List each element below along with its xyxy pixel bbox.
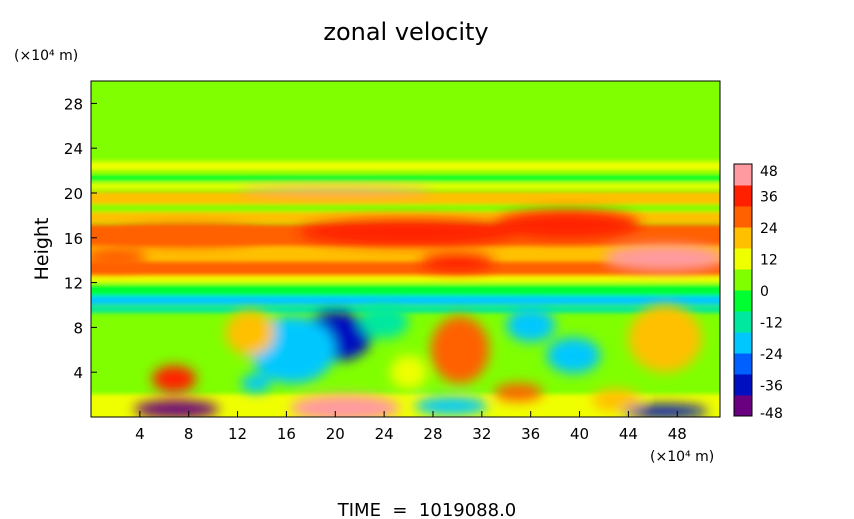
x-tick-label: 12	[228, 425, 247, 443]
colorbar-swatch	[734, 290, 752, 312]
x-tick-label: 36	[521, 425, 540, 443]
x-tick-label: 44	[619, 425, 638, 443]
y-axis-unit: (×10⁴ m)	[14, 48, 78, 64]
colorbar-tick-label: -24	[760, 347, 783, 363]
heatmap-cell	[390, 355, 427, 390]
colorbar-swatch	[734, 311, 752, 333]
y-tick-label: 20	[64, 185, 83, 203]
colorbar-swatch	[734, 332, 752, 354]
colorbar	[734, 164, 752, 417]
x-tick-label: 8	[184, 425, 194, 443]
heatmap-band	[91, 204, 720, 214]
x-tick-label: 48	[668, 425, 687, 443]
colorbar-swatch	[734, 248, 752, 270]
y-tick-label: 28	[64, 95, 83, 113]
heatmap-cell	[494, 383, 543, 402]
colorbar-ticks: 48 36 24 12 0 -12 -24 -36 -48	[760, 164, 783, 422]
chart-title: zonal velocity	[323, 18, 488, 46]
heatmap-band	[91, 175, 720, 182]
colorbar-tick-label: 12	[760, 253, 778, 269]
heatmap-band	[91, 284, 720, 297]
y-tick-label: 24	[64, 140, 83, 158]
time-footer: TIME = 1019088.0	[337, 500, 517, 519]
heatmap-cell	[115, 224, 262, 247]
x-tick-label: 32	[472, 425, 491, 443]
x-axis-unit: (×10⁴ m)	[650, 449, 714, 465]
heatmap-cell	[628, 305, 702, 373]
heatmap-cells	[91, 186, 720, 417]
heatmap-band	[91, 306, 720, 313]
colorbar-tick-label: -48	[760, 406, 783, 422]
heatmap-band	[91, 161, 720, 171]
heatmap-cell	[225, 310, 275, 356]
heatmap-cell	[506, 308, 556, 342]
colorbar-swatch	[734, 164, 752, 186]
heatmap-cell	[420, 253, 495, 272]
colorbar-tick-label: -12	[760, 316, 783, 332]
plot-frame	[90, 80, 721, 418]
heatmap-band	[91, 183, 720, 190]
heatmap-cell	[622, 404, 708, 417]
heatmap-cell	[414, 396, 488, 415]
y-tick-label: 12	[64, 275, 83, 293]
x-tick-label: 24	[375, 425, 394, 443]
y-axis-label: Height	[31, 218, 53, 281]
heatmap-cell	[237, 186, 433, 195]
x-tick-label: 40	[570, 425, 589, 443]
heatmap-cell	[430, 316, 490, 384]
heatmap-cell	[591, 389, 641, 412]
heatmap-cell	[298, 218, 519, 246]
heatmap-band	[91, 296, 720, 305]
colorbar-tick-label: 48	[760, 164, 778, 180]
heatmap-field	[91, 81, 720, 417]
heatmap-cell	[133, 400, 220, 417]
colorbar-swatch	[734, 206, 752, 228]
x-tick-label: 28	[423, 425, 442, 443]
colorbar-frame	[733, 163, 753, 417]
colorbar-tick-label: 24	[760, 221, 778, 237]
heatmap-band	[91, 261, 720, 277]
x-tick-label: 4	[135, 425, 145, 443]
x-tick-label: 20	[326, 425, 345, 443]
heatmap-band	[91, 81, 720, 104]
y-tick-label: 8	[73, 319, 83, 337]
colorbar-swatch	[734, 227, 752, 249]
heatmap-cell	[546, 337, 601, 374]
heatmap-cell	[603, 244, 720, 272]
heatmap-cell	[91, 246, 146, 270]
colorbar-swatch	[734, 353, 752, 375]
colorbar-tick-label: 36	[760, 190, 778, 206]
colorbar-swatch	[734, 269, 752, 291]
heatmap-band	[91, 191, 720, 206]
heatmap-band	[91, 212, 720, 224]
y-axis-ticks: 4 8 12 16 20 24 28	[64, 95, 97, 382]
heatmap-cell	[290, 394, 400, 417]
colorbar-tick-label: 0	[760, 284, 769, 300]
y-tick-label: 16	[64, 230, 83, 248]
heatmap-band	[91, 275, 720, 283]
heatmap-band	[91, 246, 720, 263]
colorbar-tick-label: -36	[760, 379, 783, 395]
heatmap-band	[91, 114, 720, 160]
colorbar-swatch	[734, 185, 752, 207]
heatmap-cell	[152, 365, 197, 393]
colorbar-swatch	[734, 374, 752, 396]
x-tick-label: 16	[277, 425, 296, 443]
heatmap-cell	[494, 209, 641, 239]
heatmap-band	[91, 394, 720, 417]
heatmap-cell	[241, 374, 271, 393]
y-tick-label: 4	[73, 364, 83, 382]
colorbar-swatch	[734, 395, 752, 417]
heatmap-cell	[359, 305, 409, 339]
x-axis-ticks: 4 8 12 16 20 24 28 32 36 40 44 48	[135, 411, 687, 443]
